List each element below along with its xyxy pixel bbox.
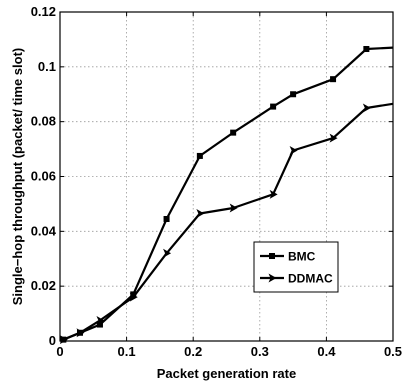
plot-frame	[59, 11, 394, 342]
x-tick-label: 0	[56, 344, 63, 359]
data-point	[330, 76, 337, 83]
series-ddmac	[59, 102, 394, 345]
grid-lines	[60, 12, 393, 341]
data-point	[229, 203, 238, 213]
legend-swatch-marker	[269, 253, 275, 259]
legend-swatch-marker	[268, 273, 277, 283]
data-point	[129, 292, 138, 302]
data-point	[270, 103, 277, 110]
data-point	[196, 209, 205, 219]
x-axis-label: Packet generation rate	[157, 366, 296, 381]
y-tick-label: 0.02	[31, 278, 56, 293]
y-tick-label: 0.06	[31, 169, 56, 184]
legend-label: DDMAC	[288, 272, 333, 286]
data-point	[196, 152, 203, 159]
data-point	[269, 189, 278, 199]
y-tick-label: 0.04	[31, 223, 57, 238]
x-tick-label: 0.5	[384, 344, 402, 359]
data-point	[59, 335, 68, 345]
x-tick-label: 0.3	[251, 344, 269, 359]
data-point	[163, 248, 172, 258]
data-point	[290, 91, 297, 98]
x-tick-label: 0.4	[317, 344, 336, 359]
x-tick-label: 0.2	[184, 344, 202, 359]
legend-label: BMC	[288, 250, 316, 264]
data-point	[329, 133, 338, 143]
data-series	[59, 46, 394, 345]
axes: 0 0.1 0.2 0.3 0.4 0.5 0 0.02 0.04 0.06 0.08 0.1 0.12	[31, 4, 402, 359]
data-point	[362, 103, 371, 113]
data-point	[230, 129, 237, 136]
series-bmc	[60, 46, 394, 343]
y-tick-label: 0.1	[38, 59, 56, 74]
data-point	[163, 215, 170, 222]
data-point	[76, 328, 85, 338]
y-tick-label: 0.08	[31, 114, 56, 129]
data-point	[96, 315, 105, 325]
y-tick-label: 0.12	[31, 4, 56, 19]
series-line	[62, 102, 394, 341]
y-axis-label: Single−hop throughput (packet/ time slot…	[10, 48, 25, 305]
data-point	[289, 145, 298, 155]
series-line	[62, 46, 394, 341]
legend: BMC DDMAC	[253, 241, 339, 293]
x-tick-label: 0.1	[118, 344, 136, 359]
legend-box	[253, 241, 339, 293]
data-point	[130, 291, 137, 298]
data-point	[96, 321, 103, 328]
y-tick-label: 0	[49, 333, 56, 348]
data-point	[363, 46, 370, 53]
